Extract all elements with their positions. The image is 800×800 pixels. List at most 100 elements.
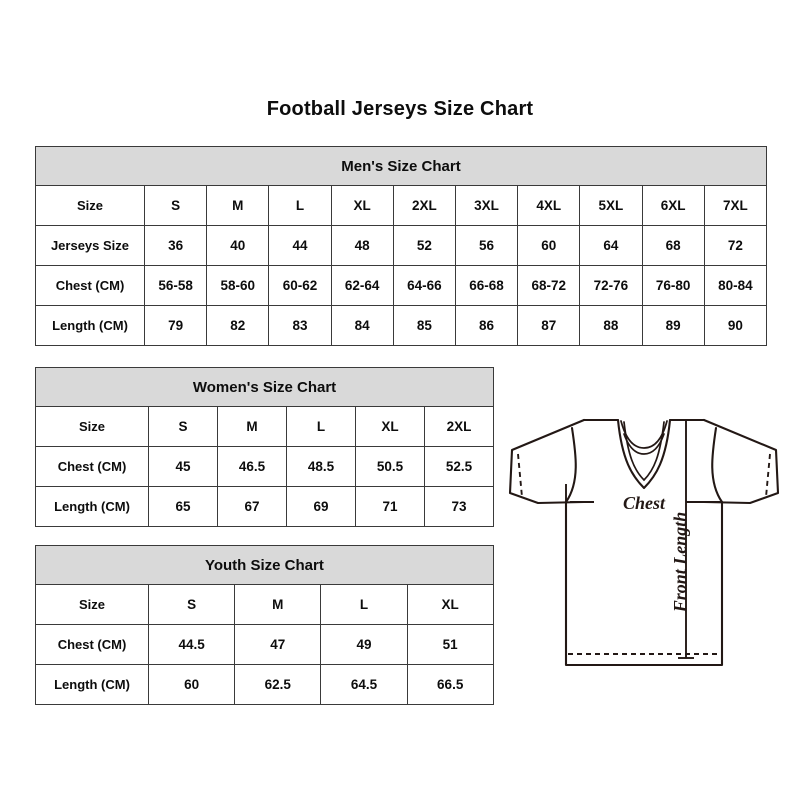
size-header-cell: L [286, 406, 356, 447]
size-header-cell: 3XL [454, 185, 519, 226]
data-cell: 76-80 [641, 265, 705, 306]
data-cell: 51 [406, 624, 494, 665]
data-cell: 64-66 [392, 265, 456, 306]
data-cell: 73 [423, 486, 495, 527]
size-header-cell: XL [330, 185, 394, 226]
size-header-cell: M [217, 406, 287, 447]
v-neck-band-inner [623, 421, 665, 482]
right-cuff-hem-dashed [765, 453, 771, 498]
data-cell: 80-84 [703, 265, 768, 306]
data-cell: 68-72 [517, 265, 581, 306]
left-cuff-hem-dashed [517, 453, 523, 498]
table-caption-row: Men's Size Chart [35, 146, 767, 186]
data-cell: 40 [206, 225, 270, 266]
table-row: Jerseys Size 36 40 44 48 52 56 60 64 68 … [35, 225, 768, 266]
data-cell: 52.5 [423, 446, 495, 487]
data-cell: 44.5 [147, 624, 236, 665]
data-cell: 49 [320, 624, 408, 665]
table-row: Size S M L XL [35, 584, 494, 625]
data-cell: 84 [330, 305, 394, 346]
table-row: Length (CM) 79 82 83 84 85 86 87 88 89 9… [35, 305, 768, 346]
table-row: Length (CM) 65 67 69 71 73 [35, 486, 495, 527]
data-cell: 45 [148, 446, 218, 487]
size-header-cell: 7XL [703, 185, 768, 226]
data-cell: 66.5 [406, 664, 494, 705]
data-cell: 79 [143, 305, 208, 346]
size-header-cell: M [206, 185, 270, 226]
data-cell: 56 [454, 225, 519, 266]
data-cell: 60 [517, 225, 581, 266]
table-row: Size S M L XL 2XL 3XL 4XL 5XL 6XL 7XL [35, 185, 768, 226]
size-header-cell: 5XL [579, 185, 643, 226]
womens-table-caption: Women's Size Chart [34, 367, 495, 407]
table-row: Size S M L XL 2XL [35, 406, 495, 447]
row-header-size: Size [35, 406, 149, 447]
data-cell: 85 [392, 305, 456, 346]
data-cell: 64 [579, 225, 643, 266]
mens-table-caption: Men's Size Chart [35, 146, 767, 186]
data-cell: 64.5 [320, 664, 408, 705]
youth-size-table: Youth Size Chart Size S M L XL Chest (CM… [35, 545, 494, 705]
jersey-measurement-diagram: Chest Front Length [498, 392, 790, 684]
size-header-cell: M [234, 584, 322, 625]
size-header-cell: S [147, 584, 236, 625]
data-cell: 50.5 [355, 446, 425, 487]
page-title: Football Jerseys Size Chart [266, 98, 534, 120]
data-cell: 52 [392, 225, 456, 266]
data-cell: 86 [454, 305, 519, 346]
body-outline [564, 500, 724, 667]
data-cell: 65 [148, 486, 218, 527]
data-cell: 60-62 [268, 265, 332, 306]
data-cell: 44 [268, 225, 332, 266]
data-cell: 60 [147, 664, 236, 705]
table-row: Length (CM) 60 62.5 64.5 66.5 [35, 664, 494, 705]
data-cell: 48.5 [286, 446, 356, 487]
data-cell: 47 [234, 624, 322, 665]
size-header-cell: S [143, 185, 208, 226]
row-header-size: Size [35, 584, 149, 625]
size-header-cell: L [268, 185, 332, 226]
chest-measure-label: Chest [623, 493, 666, 513]
row-header-chest: Chest (CM) [35, 446, 149, 487]
table-row: Chest (CM) 45 46.5 48.5 50.5 52.5 [35, 446, 495, 487]
data-cell: 87 [517, 305, 581, 346]
data-cell: 46.5 [217, 446, 287, 487]
data-cell: 68 [641, 225, 705, 266]
data-cell: 58-60 [206, 265, 270, 306]
v-neck-outer [616, 418, 672, 490]
row-header-jerseys-size: Jerseys Size [35, 225, 145, 266]
data-cell: 72 [703, 225, 768, 266]
data-cell: 71 [355, 486, 425, 527]
size-header-cell: XL [355, 406, 425, 447]
data-cell: 62.5 [234, 664, 322, 705]
table-row: Chest (CM) 56-58 58-60 60-62 62-64 64-66… [35, 265, 768, 306]
womens-size-table: Women's Size Chart Size S M L XL 2XL Che… [34, 367, 495, 527]
row-header-chest: Chest (CM) [35, 265, 145, 306]
data-cell: 36 [143, 225, 208, 266]
data-cell: 48 [330, 225, 394, 266]
data-cell: 62-64 [330, 265, 394, 306]
row-header-length: Length (CM) [35, 664, 149, 705]
data-cell: 83 [268, 305, 332, 346]
table-row: Chest (CM) 44.5 47 49 51 [35, 624, 494, 665]
row-header-chest: Chest (CM) [35, 624, 149, 665]
table-caption-row: Youth Size Chart [35, 545, 494, 585]
row-header-size: Size [35, 185, 145, 226]
size-header-cell: S [148, 406, 218, 447]
row-header-length: Length (CM) [35, 305, 145, 346]
data-cell: 88 [579, 305, 643, 346]
table-caption-row: Women's Size Chart [34, 367, 495, 407]
size-header-cell: 2XL [423, 406, 495, 447]
data-cell: 72-76 [579, 265, 643, 306]
data-cell: 66-68 [454, 265, 519, 306]
left-armhole-seam [564, 426, 577, 504]
v-neck-rib-arc-2 [623, 433, 665, 455]
row-header-length: Length (CM) [35, 486, 149, 527]
size-header-cell: XL [406, 584, 494, 625]
right-armhole-seam [711, 426, 724, 504]
size-header-cell: 6XL [641, 185, 705, 226]
mens-size-table: Men's Size Chart Size S M L XL 2XL 3XL 4… [35, 146, 768, 346]
left-sleeve-outline [508, 418, 586, 505]
data-cell: 90 [703, 305, 768, 346]
size-header-cell: L [320, 584, 408, 625]
